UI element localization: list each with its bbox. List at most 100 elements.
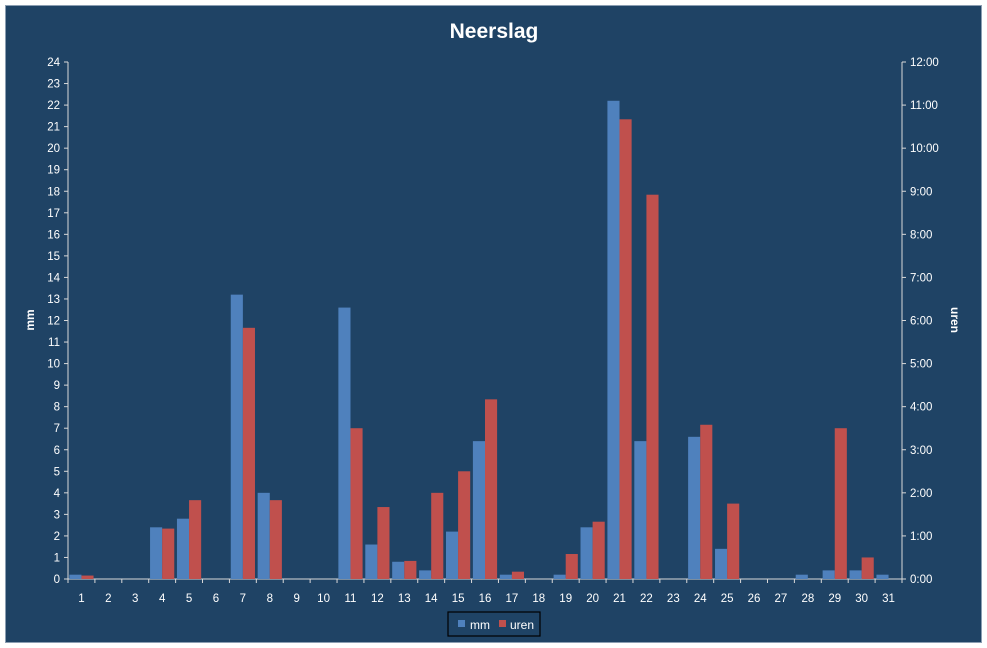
left-tick-label: 4 xyxy=(54,488,61,500)
left-tick-label: 2 xyxy=(54,531,60,543)
legend-label-mm: mm xyxy=(470,618,490,632)
bar-mm xyxy=(257,492,270,579)
x-tick-label: 23 xyxy=(667,593,680,605)
bar-uren xyxy=(377,507,390,579)
bar-mm xyxy=(715,548,728,579)
legend-swatch-uren xyxy=(499,620,506,627)
left-tick-label: 17 xyxy=(47,208,60,220)
x-tick-label: 13 xyxy=(398,593,411,605)
right-tick-label: 8:00 xyxy=(910,229,932,241)
bar-uren xyxy=(700,424,713,579)
y-axis-label: mm xyxy=(23,309,37,330)
bar-uren xyxy=(861,557,874,579)
x-tick-label: 14 xyxy=(425,593,438,605)
legend-label-uren: uren xyxy=(510,618,534,632)
y2-axis-label: uren xyxy=(948,307,962,333)
left-tick-label: 14 xyxy=(47,272,60,284)
bar-uren xyxy=(592,521,605,579)
left-tick-label: 6 xyxy=(54,445,60,457)
bar-mm xyxy=(499,574,512,579)
right-tick-label: 0:00 xyxy=(910,574,932,586)
x-tick-label: 27 xyxy=(775,593,788,605)
bar-mm xyxy=(634,441,647,579)
right-tick-label: 2:00 xyxy=(910,488,932,500)
right-tick-label: 7:00 xyxy=(910,272,932,284)
x-tick-label: 24 xyxy=(694,593,707,605)
left-tick-label: 18 xyxy=(47,186,60,198)
bar-uren xyxy=(834,428,847,579)
x-tick-label: 11 xyxy=(345,593,357,605)
left-tick-label: 0 xyxy=(54,574,60,586)
left-tick-label: 7 xyxy=(54,423,60,435)
left-tick-label: 3 xyxy=(54,509,60,521)
x-tick-label: 7 xyxy=(240,593,246,605)
bar-mm xyxy=(688,436,701,579)
bar-uren xyxy=(511,571,525,579)
left-tick-label: 5 xyxy=(54,466,60,478)
right-tick-label: 5:00 xyxy=(910,359,932,371)
bar-mm xyxy=(69,574,82,579)
bar-mm xyxy=(472,441,485,579)
x-tick-label: 3 xyxy=(132,593,138,605)
x-tick-label: 2 xyxy=(105,593,111,605)
x-tick-label: 30 xyxy=(855,593,868,605)
x-tick-label: 26 xyxy=(748,593,761,605)
bar-group xyxy=(69,100,889,580)
left-tick-label: 13 xyxy=(47,294,60,306)
bar-uren xyxy=(189,500,202,579)
bar-mm xyxy=(176,518,190,579)
right-tick-label: 4:00 xyxy=(910,402,932,414)
right-tick-label: 11:00 xyxy=(910,100,938,112)
x-tick-label: 20 xyxy=(586,593,599,605)
x-tick-label: 16 xyxy=(479,593,492,605)
bar-mm xyxy=(795,574,808,579)
bar-mm xyxy=(392,561,405,579)
right-tick-label: 1:00 xyxy=(910,531,932,543)
left-tick-label: 1 xyxy=(54,552,60,564)
bar-mm xyxy=(849,570,862,579)
left-tick-label: 20 xyxy=(47,143,60,155)
right-tick-label: 6:00 xyxy=(910,316,932,328)
bar-uren xyxy=(404,560,417,579)
bar-uren xyxy=(458,471,471,579)
x-tick-label: 29 xyxy=(828,593,841,605)
x-tick-label: 12 xyxy=(371,593,384,605)
left-tick-label: 23 xyxy=(47,79,60,91)
bar-uren xyxy=(242,327,255,579)
left-tick-label: 15 xyxy=(47,251,60,263)
x-tick-label: 4 xyxy=(159,593,166,605)
x-tick-label: 19 xyxy=(559,593,572,605)
bar-mm xyxy=(150,527,163,579)
bar-mm xyxy=(445,531,459,579)
bar-mm xyxy=(419,570,432,579)
x-tick-label: 18 xyxy=(532,593,545,605)
bar-uren xyxy=(81,575,94,579)
left-tick-label: 10 xyxy=(47,359,60,371)
left-tick-label: 21 xyxy=(47,122,60,134)
chart-title: Neerslag xyxy=(450,20,539,43)
x-tick-label: 6 xyxy=(213,593,219,605)
x-tick-group: 1 2 3 4 5 6 7 8 9 10 11 12 13 14 15 16 17 18 19 20 21 22 23 24 2… xyxy=(67,579,903,605)
left-tick-label: 11 xyxy=(48,337,60,349)
x-tick-label: 28 xyxy=(801,593,814,605)
x-tick-label: 8 xyxy=(267,593,273,605)
x-tick-label: 10 xyxy=(317,593,330,605)
right-tick-group: 0:00 1:00 2:00 3:00 4:00 5:00 6:00 7:00 8:00 9:00… xyxy=(902,57,939,586)
bar-mm xyxy=(607,100,620,580)
bar-uren xyxy=(565,554,578,579)
right-tick-label: 9:00 xyxy=(910,186,932,198)
x-tick-label: 1 xyxy=(78,593,84,605)
bar-uren xyxy=(431,492,444,579)
bar-uren xyxy=(350,428,363,579)
right-tick-label: 10:00 xyxy=(910,143,939,155)
bar-uren xyxy=(162,528,175,579)
x-tick-label: 21 xyxy=(613,593,626,605)
x-tick-label: 15 xyxy=(452,593,465,605)
x-tick-label: 9 xyxy=(293,593,299,605)
bar-mm xyxy=(822,570,835,579)
legend-swatch-mm xyxy=(458,620,465,627)
bar-uren xyxy=(619,119,632,579)
left-tick-label: 9 xyxy=(54,380,60,392)
